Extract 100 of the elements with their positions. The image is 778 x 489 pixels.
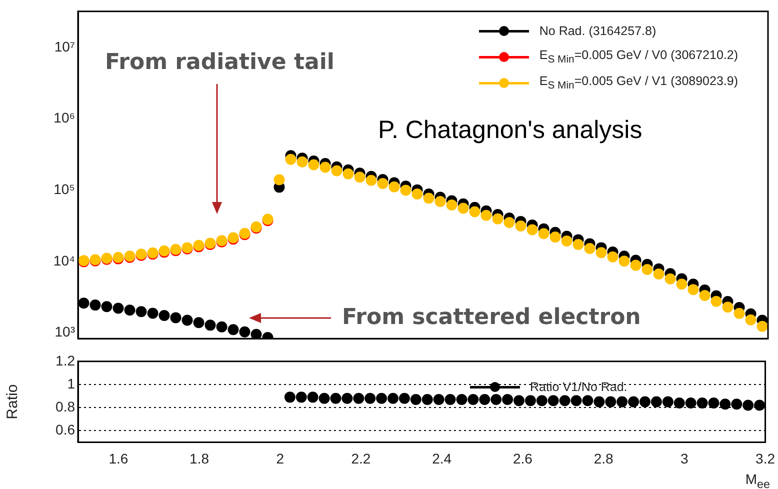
point bbox=[296, 156, 308, 168]
x-tick-label: 2.6 bbox=[512, 450, 533, 466]
point bbox=[366, 174, 377, 186]
point bbox=[388, 181, 400, 192]
point bbox=[285, 154, 296, 165]
x-tick-label: 1.6 bbox=[108, 450, 128, 466]
y-tick-label: 10⁷ bbox=[54, 38, 75, 54]
point bbox=[318, 392, 330, 404]
point bbox=[320, 162, 331, 173]
point bbox=[653, 268, 664, 280]
point bbox=[513, 395, 524, 406]
point bbox=[274, 174, 285, 186]
legend-label: No Rad. (3164257.8) bbox=[539, 24, 656, 38]
point bbox=[433, 394, 444, 405]
x-tick-label: 2.4 bbox=[432, 450, 452, 466]
point bbox=[710, 296, 722, 307]
point bbox=[561, 235, 572, 246]
point bbox=[90, 300, 101, 311]
point bbox=[182, 314, 193, 326]
point bbox=[720, 398, 731, 410]
point bbox=[526, 224, 538, 236]
point bbox=[204, 320, 216, 331]
annotation: From scattered electron bbox=[342, 305, 641, 330]
point bbox=[699, 290, 710, 301]
point bbox=[216, 321, 228, 332]
point bbox=[570, 395, 582, 406]
point bbox=[284, 392, 296, 403]
point bbox=[469, 206, 480, 218]
y-tick-label: 10⁵ bbox=[54, 180, 75, 197]
y-tick-label: 1 bbox=[67, 375, 76, 392]
point bbox=[685, 397, 696, 408]
point bbox=[642, 264, 653, 275]
point bbox=[584, 243, 596, 254]
point bbox=[342, 168, 354, 180]
point bbox=[596, 247, 607, 258]
point bbox=[456, 394, 468, 405]
point bbox=[124, 304, 136, 316]
point bbox=[754, 400, 766, 411]
x-tick-label: 1.8 bbox=[190, 450, 210, 466]
point bbox=[412, 188, 423, 200]
point bbox=[330, 392, 342, 404]
point bbox=[307, 392, 318, 403]
point bbox=[331, 165, 342, 176]
point bbox=[708, 397, 720, 408]
point bbox=[308, 159, 320, 170]
point bbox=[650, 396, 662, 408]
point bbox=[78, 298, 90, 309]
x-tick-label: 2.8 bbox=[594, 450, 614, 466]
point bbox=[696, 397, 708, 408]
x-axis-title: M$_{ee}$ bbox=[745, 471, 770, 489]
x-tick-label: 3 bbox=[680, 450, 689, 466]
x-tick-label: 3.2 bbox=[756, 450, 776, 466]
point bbox=[594, 396, 605, 408]
point bbox=[538, 228, 550, 240]
annotation: From radiative tail bbox=[105, 50, 334, 75]
point bbox=[745, 314, 756, 326]
point bbox=[410, 394, 422, 405]
point bbox=[676, 278, 688, 290]
point bbox=[674, 397, 685, 408]
y-tick-label: 10⁴ bbox=[53, 252, 75, 268]
y-tick-label: 0.6 bbox=[56, 422, 76, 438]
x-tick-label: 2.2 bbox=[351, 450, 371, 466]
point bbox=[756, 320, 768, 332]
point bbox=[354, 172, 366, 183]
point bbox=[398, 392, 410, 404]
point bbox=[147, 308, 158, 319]
point bbox=[548, 395, 559, 406]
point bbox=[607, 251, 618, 262]
point bbox=[502, 394, 514, 405]
point bbox=[688, 284, 699, 296]
point bbox=[480, 210, 492, 221]
point bbox=[572, 238, 584, 250]
point bbox=[490, 394, 502, 405]
legend-label: Ratio V1/No Rad. bbox=[530, 380, 628, 394]
point bbox=[377, 178, 388, 189]
point bbox=[664, 273, 676, 284]
point bbox=[628, 396, 640, 408]
point bbox=[458, 202, 469, 214]
point bbox=[446, 199, 458, 210]
point bbox=[722, 302, 734, 313]
point bbox=[515, 220, 526, 232]
point bbox=[444, 394, 456, 405]
point bbox=[158, 310, 170, 321]
point bbox=[605, 396, 616, 408]
point bbox=[136, 306, 147, 318]
point bbox=[536, 395, 548, 406]
point bbox=[742, 400, 754, 411]
y-tick-label: 10³ bbox=[54, 324, 76, 340]
x-tick-label: 2 bbox=[276, 450, 284, 466]
point bbox=[582, 395, 594, 406]
point bbox=[342, 392, 353, 404]
y-tick-label: 1.2 bbox=[56, 352, 76, 368]
point bbox=[239, 326, 250, 338]
point bbox=[193, 317, 204, 328]
point bbox=[353, 392, 364, 404]
point bbox=[524, 395, 536, 406]
point bbox=[364, 392, 376, 404]
point bbox=[422, 394, 433, 405]
y-axis-title: Ratio bbox=[4, 384, 22, 420]
point bbox=[112, 302, 124, 314]
